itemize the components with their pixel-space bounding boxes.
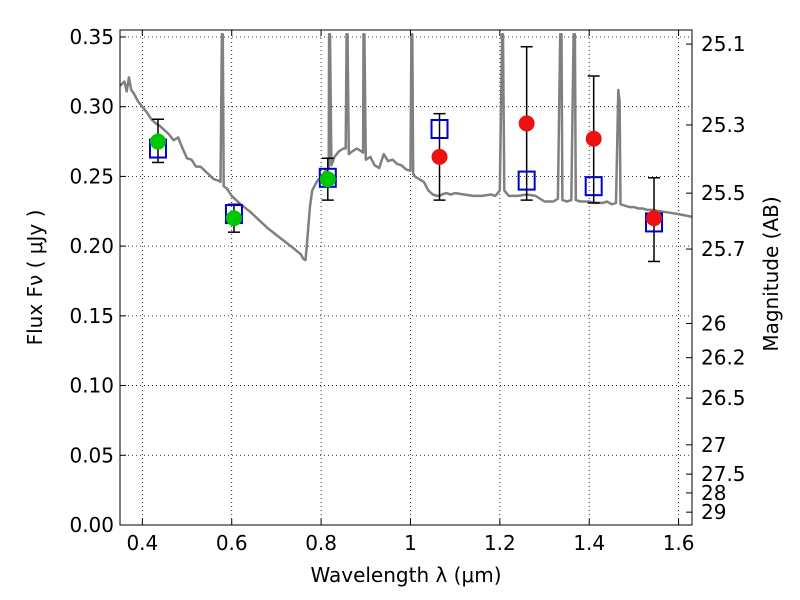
- x-axis-label: Wavelength λ (μm): [310, 563, 501, 587]
- y-tick-label: 0.20: [69, 234, 114, 258]
- error-bars: [151, 45, 661, 263]
- flux-point: [149, 133, 166, 150]
- right-tick-label: 27.5: [701, 462, 746, 486]
- x-tick-label: 0.4: [126, 531, 158, 555]
- spectrum-line: [119, 32, 693, 262]
- right-tick-label: 26.5: [701, 386, 746, 410]
- y-tick-label: 0.05: [69, 443, 114, 467]
- right-tick-label: 26: [701, 312, 726, 336]
- x-tick-label: 1.6: [663, 531, 695, 555]
- x-tick-label: 1: [404, 531, 417, 555]
- y-tick-label: 0.30: [69, 95, 114, 119]
- right-tick-label: 25.7: [701, 237, 746, 261]
- y-axis-label: Flux Fν ( μJy ): [23, 210, 47, 346]
- model-photometry-markers: [148, 119, 664, 233]
- y-tick-label: 0.10: [69, 374, 114, 398]
- right-tick-label: 25.3: [701, 113, 746, 137]
- y-tick-label: 0.15: [69, 304, 114, 328]
- plot-frame: [119, 29, 693, 526]
- x-tick-label: 1.4: [573, 531, 605, 555]
- model-photometry-point: [430, 119, 449, 139]
- y-tick-label: 0.00: [69, 513, 114, 537]
- flux-point: [225, 210, 242, 227]
- y-tick-label: 0.35: [69, 25, 114, 49]
- flux-point: [431, 148, 448, 165]
- grid-lines: [120, 30, 692, 526]
- right-tick-label: 25.1: [701, 32, 746, 56]
- flux-point: [518, 115, 535, 132]
- right-tick-label: 26.2: [701, 346, 746, 370]
- y-axis-label-right: Magnitude (AB): [759, 196, 783, 351]
- right-tick-label: 28: [701, 481, 726, 505]
- x-tick-label: 0.6: [216, 531, 248, 555]
- x-tick-label: 1.2: [484, 531, 516, 555]
- x-tick-label: 0.8: [305, 531, 337, 555]
- right-tick-label: 27: [701, 433, 726, 457]
- model-photometry-point: [584, 176, 603, 197]
- model-photometry-point: [517, 170, 536, 191]
- y-tick-label: 0.25: [69, 164, 114, 188]
- model-spectrum: [119, 32, 693, 262]
- flux-point: [585, 130, 602, 147]
- right-tick-label: 29: [701, 500, 726, 524]
- flux-point: [319, 171, 336, 188]
- axis-ticks: 0.4 0.6 0.8 1 1.2 1.4 1.6 0.00 0.05 0.10 0.15 0.20 0…: [69, 25, 745, 555]
- measured-flux-markers: [149, 115, 663, 227]
- flux-point: [646, 210, 663, 227]
- right-tick-label: 25.5: [701, 181, 746, 205]
